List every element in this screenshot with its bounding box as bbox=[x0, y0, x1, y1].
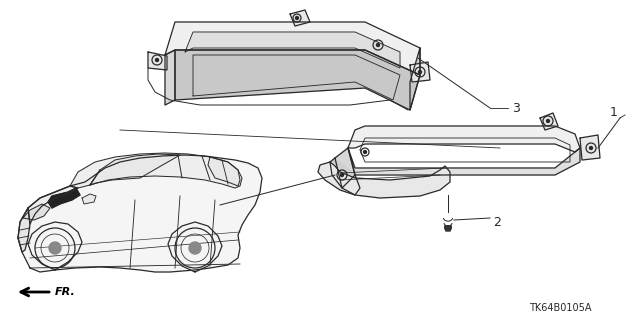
Circle shape bbox=[364, 151, 367, 153]
Polygon shape bbox=[18, 155, 262, 272]
Text: 1: 1 bbox=[610, 106, 618, 118]
Polygon shape bbox=[208, 157, 240, 186]
Circle shape bbox=[296, 17, 298, 19]
Polygon shape bbox=[165, 50, 175, 105]
Polygon shape bbox=[318, 162, 450, 198]
Polygon shape bbox=[410, 48, 420, 110]
Circle shape bbox=[49, 242, 61, 254]
Polygon shape bbox=[82, 194, 96, 204]
Circle shape bbox=[419, 70, 422, 73]
Polygon shape bbox=[23, 204, 50, 220]
Polygon shape bbox=[580, 135, 600, 160]
Polygon shape bbox=[90, 154, 180, 185]
Polygon shape bbox=[185, 32, 400, 68]
Polygon shape bbox=[18, 208, 30, 252]
Circle shape bbox=[189, 242, 201, 254]
Polygon shape bbox=[290, 10, 310, 26]
Text: TK64B0105A: TK64B0105A bbox=[529, 303, 591, 313]
Circle shape bbox=[376, 43, 380, 47]
Polygon shape bbox=[410, 62, 430, 82]
Polygon shape bbox=[445, 226, 451, 231]
Circle shape bbox=[589, 146, 593, 150]
Polygon shape bbox=[540, 113, 558, 130]
Circle shape bbox=[340, 174, 344, 176]
Circle shape bbox=[547, 120, 550, 122]
Polygon shape bbox=[28, 186, 78, 224]
Polygon shape bbox=[48, 188, 80, 208]
Polygon shape bbox=[330, 158, 360, 195]
Text: 3: 3 bbox=[512, 101, 520, 115]
Polygon shape bbox=[148, 52, 167, 70]
Polygon shape bbox=[70, 153, 242, 188]
Text: FR.: FR. bbox=[55, 287, 76, 297]
Circle shape bbox=[156, 58, 159, 62]
Polygon shape bbox=[335, 148, 355, 188]
Polygon shape bbox=[175, 50, 420, 110]
Polygon shape bbox=[348, 126, 580, 152]
Polygon shape bbox=[348, 148, 580, 175]
Polygon shape bbox=[165, 22, 420, 75]
Text: 2: 2 bbox=[493, 216, 501, 228]
